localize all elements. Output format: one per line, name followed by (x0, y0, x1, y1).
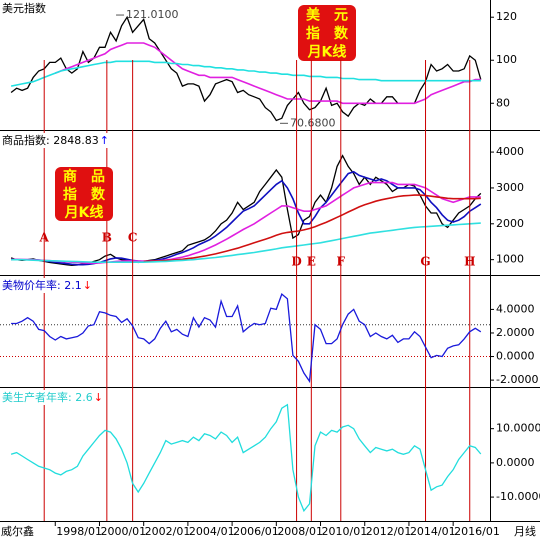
annotation-label: 121.0100 (126, 8, 179, 21)
series-line (11, 181, 481, 264)
y-tick-label: 100 (496, 53, 517, 66)
marker-label: H (464, 255, 475, 269)
title-bg (0, 278, 94, 293)
y-tick-label: 80 (496, 96, 510, 109)
marker-label: C (128, 231, 138, 245)
x-tick-label: 2010/01 (322, 525, 368, 538)
title-bg (0, 390, 105, 405)
title-bg (0, 133, 111, 148)
x-tick-label: 2012/01 (366, 525, 412, 538)
marker-label: G (420, 255, 430, 269)
y-tick-label: 120 (496, 10, 517, 23)
title-bg (0, 1, 48, 16)
series-line (11, 293, 482, 384)
x-tick-label: 2002/01 (145, 525, 191, 538)
marker-label: D (291, 255, 301, 269)
marker-label: A (39, 231, 50, 245)
y-tick-label: 10.0000 (496, 422, 540, 435)
panel-title: 美生产者年率: 2.6 (2, 390, 93, 404)
y-tick-label: 4000 (496, 145, 524, 158)
annotation-label: 70.6800 (290, 116, 336, 129)
panel (10, 403, 482, 513)
x-axis-label: 月线 (514, 524, 536, 538)
label-box-text: 月K线 (64, 204, 104, 221)
footer-bg (0, 523, 44, 540)
x-tick-label: 2004/01 (189, 525, 235, 538)
y-tick-label: 1000 (496, 253, 524, 266)
y-tick-label: 0.0000 (496, 456, 535, 469)
marker-label: E (307, 255, 316, 269)
x-tick-label: 2000/01 (100, 525, 146, 538)
title-arrow: ↓ (94, 391, 103, 404)
label-box-text: 美 元 (306, 6, 348, 23)
label-box-text: 指 数 (306, 25, 349, 42)
footer-label: 威尔鑫 (1, 524, 34, 538)
label-box (55, 167, 113, 221)
title-arrow: ↓ (83, 279, 92, 292)
x-tick-label: 2016/01 (454, 525, 500, 538)
series-line (10, 403, 482, 513)
series-line (11, 170, 482, 266)
label-box-text: 商 品 (63, 168, 105, 185)
x-tick-label: 1998/01 (56, 525, 102, 538)
panel-title: 美元指数 (2, 1, 46, 15)
panel-title: 美物价年率: 2.1 (2, 278, 82, 292)
y-tick-label: -10.0000 (496, 490, 540, 503)
label-box-text: 月K线 (307, 44, 347, 61)
panel-title: 商品指数: 2848.83 (2, 133, 99, 147)
x-tick-label: 2006/01 (233, 525, 279, 538)
series-line (11, 222, 481, 263)
x-tick-label: 2008/01 (277, 525, 323, 538)
marker-label: B (102, 231, 112, 245)
y-tick-label: 3000 (496, 181, 524, 194)
panel (0, 293, 490, 384)
y-tick-label: 4.0000 (496, 302, 535, 315)
series-line (55, 42, 481, 105)
marker-label: F (337, 255, 346, 269)
y-tick-label: -2.0000 (496, 373, 538, 386)
y-tick-label: 0.0000 (496, 350, 535, 363)
series-line (143, 194, 481, 263)
x-tick-label: 2014/01 (410, 525, 456, 538)
label-box-text: 指 数 (63, 186, 106, 203)
panel (10, 154, 482, 267)
series-line (10, 60, 481, 87)
label-box (298, 5, 356, 61)
panel (10, 15, 482, 122)
y-tick-label: 2000 (496, 217, 524, 230)
y-tick-label: 2.0000 (496, 326, 535, 339)
title-arrow: ↑ (100, 134, 109, 147)
